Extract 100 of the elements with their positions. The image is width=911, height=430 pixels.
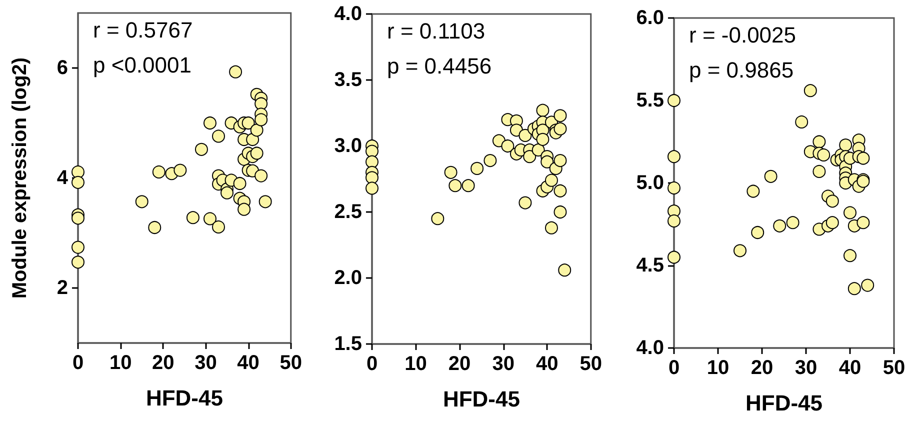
point (751, 226, 764, 239)
point (554, 206, 567, 218)
point (212, 130, 225, 143)
y-tick-label: 4 (56, 167, 69, 189)
point (72, 212, 84, 225)
point (826, 194, 839, 208)
point (448, 179, 462, 192)
y-tick-label: 4.5 (636, 254, 664, 276)
y-tick-label: 4.0 (636, 337, 664, 359)
x-tick-label: 30 (794, 357, 818, 379)
point (544, 174, 558, 187)
point (431, 212, 444, 226)
point (668, 250, 680, 264)
y-tick-label: 6 (56, 57, 68, 79)
point (795, 115, 808, 128)
point (554, 109, 567, 122)
y-tick-label: 3.0 (334, 135, 362, 157)
y-tick-label: 5.5 (636, 90, 664, 112)
y-tick-label: 6.0 (636, 7, 664, 29)
annotation: p <0.0001 (93, 52, 192, 78)
point (861, 278, 874, 292)
y-tick-label: 5.0 (636, 172, 664, 194)
point (804, 84, 817, 98)
point (203, 116, 216, 130)
point (554, 184, 567, 198)
point (668, 94, 680, 107)
y-tick-label: 4.0 (334, 3, 362, 25)
x-tick-label: 50 (580, 353, 602, 375)
point (366, 182, 378, 195)
y-tick-label: 3.5 (334, 69, 362, 91)
x-axis-title: HFD-45 (146, 386, 223, 410)
point (366, 171, 378, 184)
y-axis-title: Module expression (log2) (9, 57, 31, 299)
point (148, 221, 162, 234)
point (135, 195, 148, 208)
point (462, 179, 475, 192)
point (812, 164, 826, 178)
y-tick-label: 2 (56, 277, 68, 299)
x-tick-label: 10 (404, 353, 427, 375)
x-tick-label: 20 (152, 352, 174, 374)
point (254, 97, 268, 110)
point (250, 146, 264, 160)
point (238, 202, 251, 216)
point (817, 148, 830, 162)
point (544, 221, 558, 234)
point (554, 154, 567, 168)
x-tick-label: 0 (366, 353, 378, 375)
point (194, 142, 208, 156)
point (254, 113, 268, 126)
point (72, 176, 84, 189)
x-tick-label: 50 (280, 352, 302, 374)
point (72, 165, 84, 178)
y-tick-label: 1.5 (334, 333, 362, 355)
point (764, 170, 778, 183)
point (839, 138, 852, 152)
point (470, 162, 484, 175)
point (826, 216, 839, 230)
point (844, 206, 856, 220)
point (366, 144, 378, 158)
x-tick-label: 40 (838, 357, 862, 379)
point (523, 150, 536, 164)
x-tick-label: 50 (882, 357, 906, 379)
point (152, 165, 166, 178)
point (242, 116, 255, 130)
point (746, 184, 760, 198)
x-axis-title: HFD-45 (442, 386, 520, 412)
x-tick-label: 20 (448, 353, 471, 375)
x-tick-label: 40 (237, 352, 260, 374)
point (174, 164, 187, 177)
x-axis-title: HFD-45 (745, 390, 823, 416)
annotation: r = -0.0025 (689, 22, 796, 48)
point (558, 264, 572, 277)
annotation: p = 0.9865 (689, 58, 794, 82)
point (501, 140, 514, 152)
point (518, 128, 532, 142)
y-tick-label: 2.5 (334, 201, 362, 223)
point (233, 177, 246, 190)
y-tick-label: 2.0 (334, 267, 362, 289)
x-tick-label: 30 (492, 353, 514, 375)
point (844, 249, 856, 262)
point (536, 132, 550, 146)
point (258, 195, 272, 208)
point (856, 216, 870, 230)
x-tick-label: 30 (194, 352, 217, 374)
point (220, 186, 234, 200)
point (668, 150, 680, 164)
point (72, 256, 84, 269)
point (668, 181, 680, 194)
point (786, 216, 800, 230)
point (540, 155, 554, 168)
point (848, 282, 861, 296)
point (492, 134, 506, 148)
point (734, 244, 746, 258)
x-tick-label: 10 (706, 357, 730, 379)
x-tick-label: 40 (536, 353, 558, 375)
x-tick-label: 0 (72, 352, 84, 374)
x-tick-label: 0 (668, 357, 680, 379)
annotation: r = 0.1103 (387, 18, 486, 44)
point (212, 220, 225, 234)
point (72, 240, 84, 254)
